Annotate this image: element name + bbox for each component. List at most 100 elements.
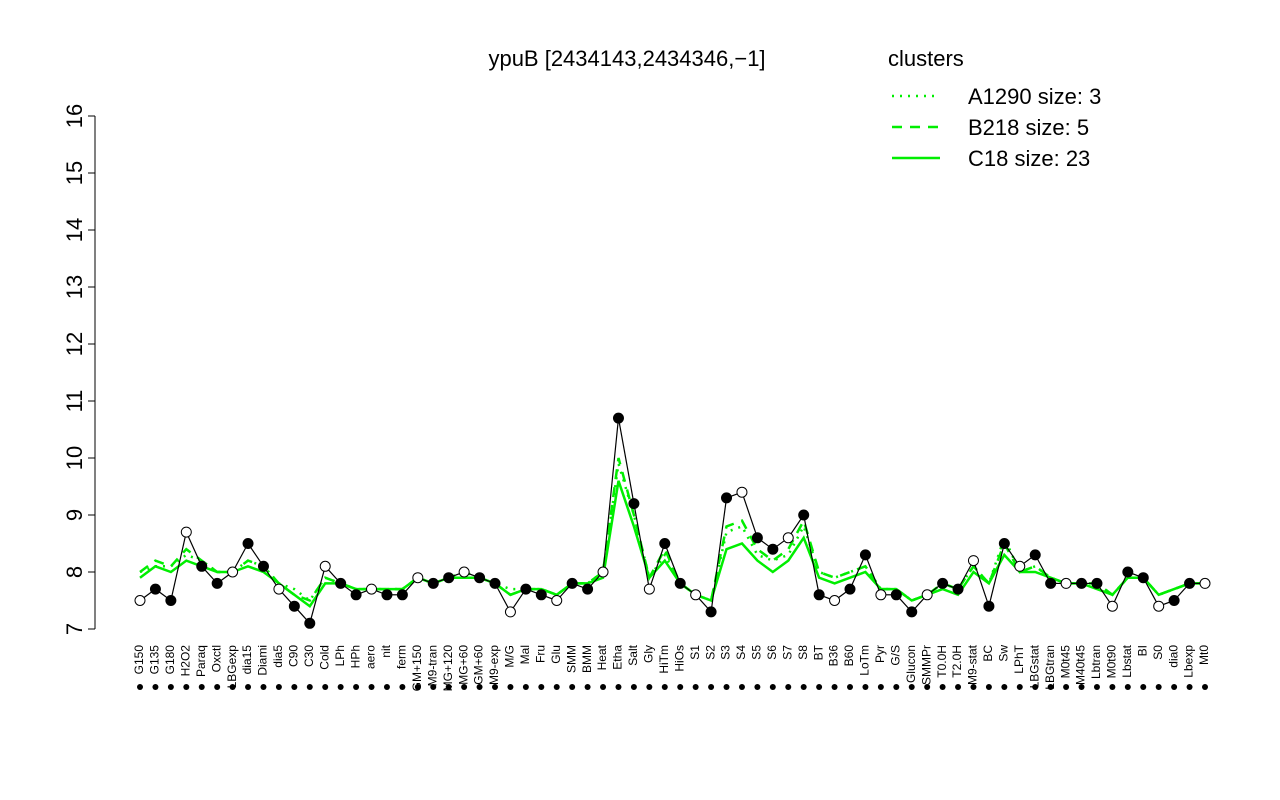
rug-dot: [1001, 684, 1008, 690]
x-tick-label: B36: [827, 645, 841, 667]
x-tick-label: GM+60: [472, 645, 486, 685]
y-tick-label: 13: [62, 275, 87, 299]
rug-dot: [553, 684, 560, 690]
data-point: [659, 538, 671, 549]
rug-dot: [1186, 684, 1193, 690]
rug-dot: [738, 684, 745, 690]
chart-title: ypuB [2434143,2434346,−1]: [488, 46, 765, 71]
x-tick-label: SMM: [564, 645, 578, 673]
data-point: [1153, 600, 1165, 612]
rug-dot: [1109, 684, 1116, 690]
x-tick-label: G180: [163, 645, 177, 675]
x-tick-label: Pyr: [873, 645, 887, 663]
x-tick-label: Mt0: [1197, 645, 1211, 665]
data-point: [1045, 577, 1057, 589]
rug-dot: [1032, 684, 1039, 690]
rug-dot: [198, 684, 205, 690]
data-point: [412, 572, 424, 584]
x-tick-label: M0t90: [1105, 645, 1119, 679]
x-tick-label: S0: [1151, 645, 1165, 660]
rug-dot: [522, 684, 529, 690]
x-tick-label: S3: [719, 645, 733, 660]
x-tick-label: M9-tran: [425, 645, 439, 686]
rug-dot: [1202, 684, 1208, 690]
x-tick-label: C90: [287, 645, 301, 667]
x-tick-label: LPhT: [1012, 644, 1026, 673]
data-point: [628, 498, 640, 510]
legend-label: B218 size: 5: [968, 115, 1089, 140]
x-tick-label: Salt: [626, 644, 640, 665]
connector: [849, 554, 866, 590]
rug-dot: [1047, 684, 1054, 690]
data-point: [504, 606, 516, 618]
y-tick-label: 8: [62, 566, 87, 578]
rug-dot: [723, 684, 730, 690]
data-point: [782, 532, 794, 544]
rug-dot: [677, 684, 684, 690]
data-point: [196, 560, 208, 572]
connector: [664, 543, 681, 584]
data-point: [288, 600, 300, 612]
data-point: [906, 606, 918, 618]
rug-dot: [492, 684, 498, 690]
rug-dot: [862, 684, 869, 690]
x-tick-label: G135: [148, 645, 162, 675]
rug-dot: [445, 684, 452, 690]
x-tick-label: Sw: [997, 645, 1011, 662]
rug-dot: [692, 684, 699, 690]
data-point: [319, 560, 331, 572]
rug-dot: [816, 684, 823, 690]
data-point: [443, 572, 455, 584]
data-point: [921, 589, 933, 601]
x-tick-label: SMMPr: [919, 645, 933, 685]
cluster-line: [139, 480, 1205, 608]
data-point: [520, 583, 532, 595]
x-tick-label: Mal: [518, 645, 532, 664]
rug-dot: [939, 684, 946, 690]
rug-dot: [137, 684, 143, 690]
data-point: [983, 600, 995, 612]
data-point: [1014, 560, 1026, 572]
data-point: [875, 589, 887, 601]
data-point: [180, 526, 192, 538]
data-point: [643, 583, 655, 595]
x-tick-label: S2: [703, 645, 717, 660]
connector: [185, 531, 203, 567]
rug-dot: [1140, 684, 1147, 690]
rug-dot: [461, 684, 468, 690]
rug-dot: [275, 684, 282, 690]
connector: [170, 531, 187, 601]
data-point: [844, 583, 856, 595]
x-tick-label: dia5: [271, 645, 285, 668]
data-point: [350, 589, 362, 601]
data-point: [859, 549, 871, 561]
data-point: [458, 566, 470, 578]
data-point: [366, 583, 378, 595]
connector: [648, 543, 666, 590]
x-tick-label: ferm: [395, 645, 409, 669]
y-tick-label: 11: [62, 390, 87, 413]
x-tick-label: nit: [379, 644, 393, 657]
x-tick-label: S7: [780, 645, 794, 660]
rug-dot: [924, 684, 931, 690]
rug-dot: [569, 684, 576, 690]
cluster-line: [139, 463, 1205, 603]
rug-dot: [847, 684, 853, 690]
rug-dot: [383, 684, 390, 690]
x-tick-label: MG+60: [456, 645, 470, 685]
rug-dot: [1155, 684, 1162, 690]
x-tick-label: Gly: [642, 645, 656, 663]
rug-dot: [430, 684, 437, 690]
x-tick-label: H2O2: [178, 645, 192, 677]
x-tick-label: LoTm: [858, 645, 872, 676]
x-tick-label: LPh: [333, 645, 347, 666]
y-tick-label: 7: [62, 623, 87, 635]
y-tick-label: 14: [62, 218, 87, 242]
x-tick-label: dia15: [240, 645, 254, 675]
x-tick-label: Oxctl: [209, 645, 223, 672]
data-point: [1122, 566, 1134, 578]
y-tick-label: 12: [62, 332, 87, 356]
rug-dot: [985, 684, 992, 690]
data-point: [967, 555, 979, 567]
